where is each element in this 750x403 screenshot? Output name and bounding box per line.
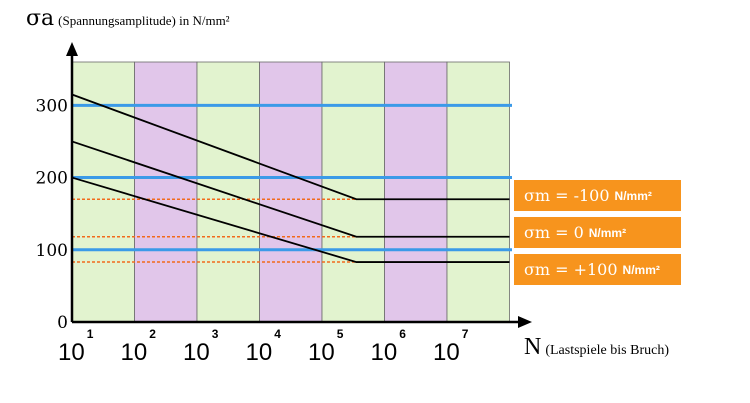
y-axis-label-text: (Spannungsamplitude) in N/mm² xyxy=(58,13,230,28)
background-band xyxy=(446,61,510,323)
x-tick-exponent: 6 xyxy=(399,327,406,341)
curves xyxy=(71,93,510,263)
legend-symbol: σm xyxy=(524,223,551,242)
legend-value: = 0 xyxy=(555,223,584,242)
background-band xyxy=(259,61,323,323)
series-line xyxy=(71,93,510,201)
x-tick-label: 105 xyxy=(308,327,344,366)
x-axis-label-text: (Lastspiele bis Bruch) xyxy=(545,343,669,358)
x-tick-base: 10 xyxy=(308,339,335,366)
x-tick-base: 10 xyxy=(183,339,210,366)
background-band xyxy=(71,61,135,323)
x-tick-base: 10 xyxy=(58,339,85,366)
y-tick-labels: 0 100 200 300 xyxy=(36,96,68,333)
x-tick-exponent: 1 xyxy=(87,327,94,341)
x-tick-base: 10 xyxy=(433,339,460,366)
legend-value: = -100 xyxy=(555,186,610,205)
y-tick-label: 300 xyxy=(36,96,68,116)
legend-item-zero: σm = 0 N/mm² xyxy=(514,217,681,248)
background-band xyxy=(196,61,260,323)
x-tick-label: 104 xyxy=(246,327,282,366)
x-tick-exponent: 4 xyxy=(274,327,281,341)
legend-unit: N/mm² xyxy=(622,262,660,277)
series-line xyxy=(71,140,510,238)
y-tick-label: 200 xyxy=(36,169,68,189)
y-tick-label: 100 xyxy=(36,241,68,261)
x-tick-label: 103 xyxy=(183,327,219,366)
legend-value: = +100 xyxy=(555,260,618,279)
x-axis-label-symbol: N xyxy=(524,334,542,360)
background-bands xyxy=(71,61,510,323)
x-tick-label: 107 xyxy=(433,327,469,366)
x-tick-base: 10 xyxy=(246,339,273,366)
y-tick-label: 0 xyxy=(57,313,68,333)
x-tick-base: 10 xyxy=(371,339,398,366)
x-axis-arrow-icon xyxy=(518,316,532,328)
x-tick-exponent: 3 xyxy=(212,327,219,341)
legend-symbol: σm xyxy=(524,186,551,205)
background-band xyxy=(321,61,385,323)
x-tick-base: 10 xyxy=(121,339,148,366)
x-tick-label: 102 xyxy=(121,327,157,366)
legend-symbol: σm xyxy=(524,260,551,279)
x-tick-exponent: 7 xyxy=(462,327,469,341)
y-axis-arrow-icon xyxy=(66,42,78,56)
legend-item-plus-100: σm = +100 N/mm² xyxy=(514,254,681,285)
legend-unit: N/mm² xyxy=(588,225,627,240)
background-band xyxy=(134,61,198,323)
series-line xyxy=(71,176,510,263)
gridlines xyxy=(72,103,512,252)
axes xyxy=(66,42,532,328)
y-axis-label-symbol: σa xyxy=(26,6,55,31)
legend-item-minus-100: σm = -100 N/mm² xyxy=(514,180,681,211)
x-tick-exponent: 2 xyxy=(149,327,156,341)
x-tick-label: 106 xyxy=(371,327,407,366)
x-axis-label: N (Lastspiele bis Bruch) xyxy=(524,334,669,361)
y-axis-label: σa (Spannungsamplitude) in N/mm² xyxy=(26,6,230,31)
legend-unit: N/mm² xyxy=(614,188,652,203)
x-tick-label: 101 xyxy=(58,327,94,366)
reference-lines xyxy=(72,198,357,263)
x-tick-exponent: 5 xyxy=(337,327,344,341)
background-band xyxy=(384,61,448,323)
